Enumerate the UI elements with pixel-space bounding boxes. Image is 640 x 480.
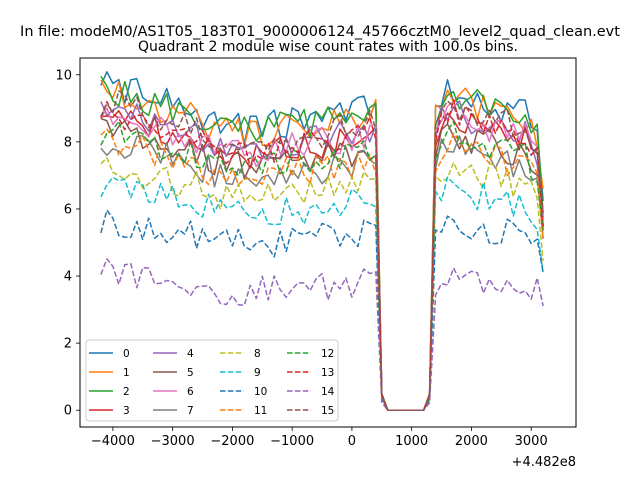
legend-label-15: 15 bbox=[321, 405, 334, 417]
legend-label-5: 5 bbox=[187, 367, 194, 379]
series-line-0 bbox=[100, 71, 544, 411]
legend-label-14: 14 bbox=[321, 386, 335, 398]
x-tick-label: −3000 bbox=[151, 434, 195, 449]
x-tick-label: 0 bbox=[348, 434, 356, 449]
legend-label-0: 0 bbox=[123, 348, 130, 360]
legend-label-6: 6 bbox=[187, 386, 194, 398]
x-tick-label: −4000 bbox=[91, 434, 135, 449]
y-axis: 0 2 4 6 8 10 bbox=[55, 68, 80, 419]
y-tick-label: 8 bbox=[64, 135, 72, 150]
legend-label-4: 4 bbox=[187, 348, 194, 360]
series-line-6 bbox=[100, 100, 544, 411]
y-tick-label: 6 bbox=[64, 202, 72, 217]
x-axis: −4000 −3000 −2000 −1000 0 1000 2000 3000 bbox=[91, 427, 548, 449]
x-tick-label: −2000 bbox=[210, 434, 254, 449]
y-tick-label: 10 bbox=[55, 68, 72, 83]
legend-label-11: 11 bbox=[254, 405, 267, 417]
series-line-2 bbox=[100, 75, 544, 411]
series-line-13 bbox=[100, 99, 544, 411]
series-layer bbox=[100, 71, 544, 411]
x-offset-label: +4.482e8 bbox=[512, 455, 576, 470]
series-line-10 bbox=[100, 209, 544, 411]
legend-label-7: 7 bbox=[187, 405, 194, 417]
y-tick-label: 4 bbox=[64, 270, 72, 285]
x-tick-label: 3000 bbox=[515, 434, 548, 449]
legend-label-13: 13 bbox=[321, 367, 334, 379]
x-tick-label: −1000 bbox=[270, 434, 314, 449]
series-line-4 bbox=[100, 100, 544, 411]
series-line-9 bbox=[100, 176, 544, 411]
series-line-14 bbox=[100, 258, 544, 411]
x-tick-label: 2000 bbox=[455, 434, 488, 449]
y-tick-label: 2 bbox=[64, 337, 72, 352]
series-line-3 bbox=[100, 110, 544, 411]
legend-label-8: 8 bbox=[254, 348, 261, 360]
legend-label-9: 9 bbox=[254, 367, 261, 379]
series-line-8 bbox=[100, 157, 544, 411]
legend-label-12: 12 bbox=[321, 348, 334, 360]
series-line-15 bbox=[100, 90, 544, 411]
legend-label-10: 10 bbox=[254, 386, 267, 398]
figure-suptitle: In file: modeM0/AS1T05_183T01_9000006124… bbox=[20, 24, 620, 40]
x-tick-label: 1000 bbox=[395, 434, 428, 449]
legend-label-2: 2 bbox=[123, 386, 130, 398]
legend-frame bbox=[85, 339, 339, 422]
plot-area-frame bbox=[79, 57, 577, 428]
chart-title: Quadrant 2 module wise count rates with … bbox=[138, 39, 518, 55]
legend-label-1: 1 bbox=[123, 367, 130, 379]
y-tick-label: 0 bbox=[64, 404, 72, 419]
legend-label-3: 3 bbox=[123, 405, 130, 417]
series-line-12 bbox=[100, 120, 544, 411]
